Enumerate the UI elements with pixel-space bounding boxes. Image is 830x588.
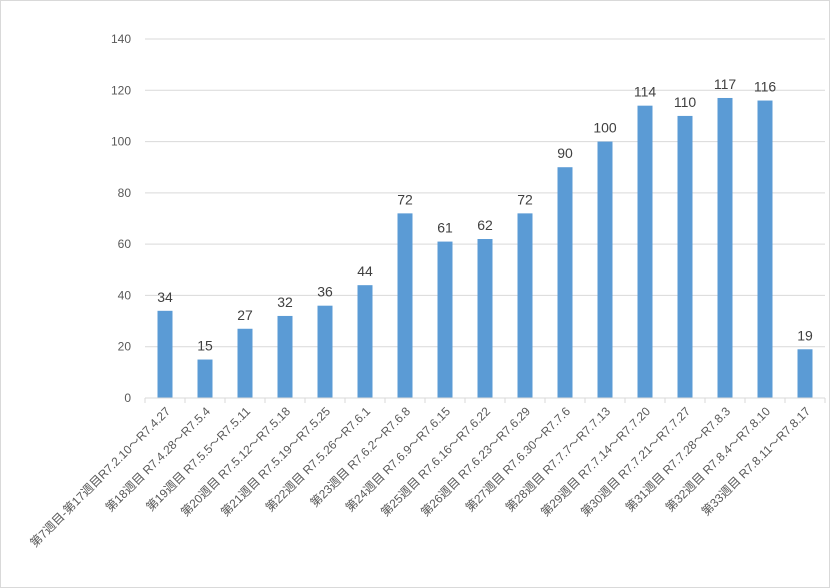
- data-label: 61: [437, 220, 453, 236]
- data-label: 34: [157, 289, 173, 305]
- data-label: 44: [357, 263, 373, 279]
- bar: [637, 105, 653, 399]
- bar: [597, 141, 613, 399]
- data-label: 110: [674, 94, 697, 110]
- y-tick-label: 0: [124, 391, 131, 405]
- y-tick-label: 60: [118, 237, 132, 251]
- data-label: 15: [197, 338, 213, 354]
- data-label: 116: [754, 79, 777, 95]
- data-label: 90: [557, 145, 573, 161]
- bar: [477, 239, 493, 398]
- bar: [757, 100, 773, 399]
- bar: [677, 115, 693, 398]
- bar: [717, 97, 733, 398]
- x-tick-label: 第7週目-第17週目R7.2.10～R7.4.27: [27, 404, 173, 550]
- y-tick-label: 140: [111, 32, 131, 46]
- data-label: 36: [317, 284, 333, 300]
- gridlines: [145, 38, 825, 348]
- bar: [157, 310, 173, 398]
- bar: [277, 315, 293, 398]
- y-axis-ticks: 0 20 40 60 80 100 120 140: [111, 32, 131, 405]
- data-label: 114: [634, 84, 657, 100]
- y-tick-label: 40: [118, 288, 132, 302]
- y-tick-label: 120: [111, 83, 131, 97]
- data-label: 27: [237, 307, 253, 323]
- bar: [317, 305, 333, 398]
- bar: [557, 167, 573, 398]
- bar: [397, 213, 413, 398]
- data-label: 32: [277, 294, 293, 310]
- bar: [357, 285, 373, 398]
- bar: [517, 213, 533, 398]
- data-label: 72: [397, 191, 413, 207]
- data-label: 72: [517, 191, 533, 207]
- bar: [237, 328, 253, 398]
- bars: [157, 97, 813, 399]
- data-label: 100: [593, 120, 617, 136]
- data-label: 19: [797, 327, 813, 343]
- y-tick-label: 20: [118, 340, 132, 354]
- bar: [197, 359, 213, 398]
- y-tick-label: 80: [118, 186, 132, 200]
- data-labels: 34 15 27 32 36 44 72 61 62 72 90 100 114 110 117 116 19: [157, 76, 813, 354]
- data-label: 62: [477, 217, 493, 233]
- bar: [797, 349, 813, 398]
- y-tick-label: 100: [111, 135, 131, 149]
- data-label: 117: [714, 76, 737, 92]
- bar: [437, 241, 453, 398]
